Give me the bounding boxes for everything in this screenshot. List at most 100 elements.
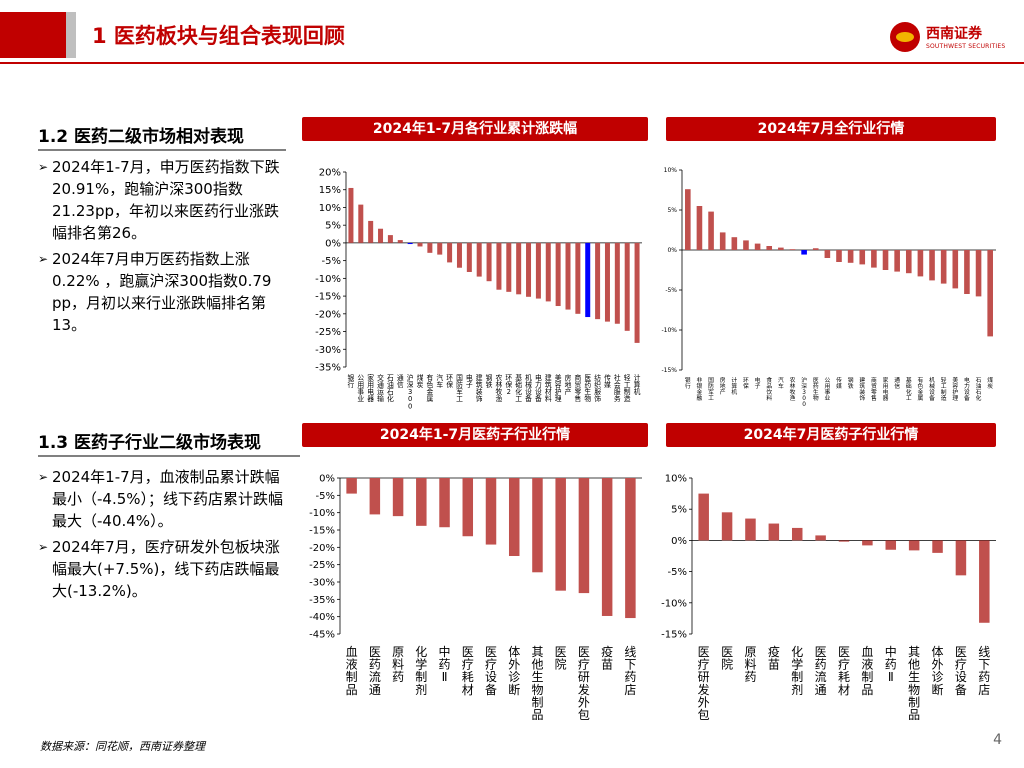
chart-july-industry: 10% 5% 0% -5% -10% -15% 银行非银金融国防军工房地产计算机环保电子食品… xyxy=(661,167,996,408)
header-accent-stripe xyxy=(66,12,76,58)
bar-ytd_sub-10 xyxy=(578,478,590,594)
x-category-label: 原料药 xyxy=(392,645,404,684)
y-tick-label: 0% xyxy=(319,474,335,485)
x-category-label: 家用电器 xyxy=(367,373,374,403)
bar-ytd_industry-28 xyxy=(624,242,630,331)
logo-emblem-icon xyxy=(890,22,920,52)
chart-title-july-industry: 2024年7月全行业行情 xyxy=(666,117,996,141)
chart-title-ytd-industry: 2024年1-7月各行业累计涨跌幅 xyxy=(302,117,648,141)
page-number: 4 xyxy=(993,732,1002,748)
bar-ytd_industry-2 xyxy=(368,220,374,243)
bar-ytd_industry-21 xyxy=(555,242,561,307)
header-divider xyxy=(0,62,1024,64)
x-category-label: 电力设备 xyxy=(535,373,542,403)
x-category-label: 体外诊断 xyxy=(508,645,520,697)
bar-jul_industry-13 xyxy=(836,250,842,262)
bar-jul_industry-6 xyxy=(754,243,761,250)
y-tick-label: 20% xyxy=(319,168,341,179)
x-category-label: 农林牧渔 xyxy=(496,373,503,403)
x-category-label: 沪深 3 0 0 xyxy=(801,376,807,408)
bar-ytd_industry-18 xyxy=(526,242,532,297)
x-category-label: 国防军工 xyxy=(708,377,714,402)
y-tick-label: 5% xyxy=(671,505,687,516)
x-category-label: 银行 xyxy=(348,373,355,389)
bar-jul_industry-0 xyxy=(685,189,691,250)
x-category-label: 建筑装饰 xyxy=(859,376,865,402)
bar-ytd_industry-23 xyxy=(575,242,581,314)
x-category-label: 国防军工 xyxy=(456,374,463,403)
y-tick-label: -20% xyxy=(315,309,341,320)
bar-jul_sub-10 xyxy=(932,540,943,553)
x-category-label: 汽车 xyxy=(436,373,443,389)
y-tick-label: 0% xyxy=(325,238,341,249)
bar-ytd_industry-6 xyxy=(407,242,413,245)
bullet-sub-july-summary: 2024年7月，医疗研发外包板块涨幅最大(+7.5%)，线下药店跌幅最大(-13… xyxy=(38,536,288,602)
x-category-label: 基础化工 xyxy=(906,376,912,402)
bullet-ytd-summary: 2024年1-7月，申万医药指数下跌20.91%，跑输沪深300指数21.23p… xyxy=(38,156,288,244)
bar-jul_industry-17 xyxy=(882,250,889,270)
bar-ytd_industry-9 xyxy=(437,242,443,255)
x-category-label: 轻工制造 xyxy=(624,373,631,403)
y-tick-label: -10% xyxy=(309,508,335,519)
x-category-label: 美容护理 xyxy=(952,376,958,402)
bar-jul_sub-8 xyxy=(885,540,897,550)
x-category-label: 疫苗 xyxy=(601,644,613,672)
x-category-label: 汽车 xyxy=(778,376,784,390)
y-tick-label: 10% xyxy=(664,167,678,174)
x-category-label: 轻工制造 xyxy=(941,376,947,402)
bar-jul_industry-16 xyxy=(871,250,877,268)
bar-ytd_sub-1 xyxy=(369,478,381,515)
x-category-label: 环保 2 xyxy=(505,374,512,396)
y-tick-label: -15% xyxy=(661,367,677,374)
section-underline xyxy=(38,455,300,457)
y-tick-label: 10% xyxy=(665,474,687,485)
x-category-label: 房地产 xyxy=(720,376,726,396)
x-category-label: 医疗研发外包 xyxy=(698,645,710,720)
chart-ytd-sub: 0% -5% -10% -15% -20% -25% -30% -35% -40% -45% 血液制… xyxy=(309,474,642,720)
x-category-label: 沪深 3 0 0 xyxy=(407,373,414,411)
x-category-label: 医疗设备 xyxy=(955,645,967,697)
bar-ytd_sub-3 xyxy=(416,478,427,526)
x-category-label: 其他生物制品 xyxy=(531,645,543,720)
y-tick-label: -5% xyxy=(668,567,687,578)
section2-bullets: 2024年1-7月，血液制品累计跌幅最小（-4.5%）；线下药店累计跌幅最大（-… xyxy=(38,466,288,606)
bar-ytd_industry-7 xyxy=(417,242,423,247)
x-category-label: 中药 Ⅱ xyxy=(439,644,451,684)
bar-jul_industry-22 xyxy=(940,250,947,284)
x-category-label: 医药流通 xyxy=(369,645,381,697)
x-category-label: 医疗研发外包 xyxy=(578,645,590,720)
bar-ytd_industry-19 xyxy=(535,242,541,299)
logo-name-cn: 西南证券 xyxy=(926,26,982,42)
y-tick-label: 0% xyxy=(671,536,687,547)
bar-jul_industry-11 xyxy=(812,248,819,250)
y-tick-label: 5% xyxy=(325,221,341,232)
x-category-label: 银行 xyxy=(685,376,691,390)
x-category-label: 传媒 xyxy=(836,376,842,390)
y-tick-label: -15% xyxy=(309,526,335,537)
chart-title-july-sub: 2024年7月医药子行业行情 xyxy=(666,423,996,447)
bar-ytd_sub-4 xyxy=(439,478,450,528)
y-tick-label: -15% xyxy=(315,292,341,303)
y-tick-label: -25% xyxy=(315,327,341,338)
x-category-label: 医药流通 xyxy=(815,645,827,697)
bar-ytd_industry-17 xyxy=(516,242,522,295)
x-category-label: 通信 xyxy=(894,376,900,390)
bar-ytd_industry-4 xyxy=(387,235,393,243)
y-tick-label: -5% xyxy=(665,287,677,294)
bar-ytd_sub-2 xyxy=(392,478,404,517)
logo-name-en: SOUTHWEST SECURITIES xyxy=(926,43,1006,50)
x-category-label: 医疗设备 xyxy=(485,645,497,697)
bar-ytd_industry-14 xyxy=(486,242,492,282)
bar-jul_industry-24 xyxy=(964,250,970,294)
bar-ytd_sub-9 xyxy=(555,478,566,591)
y-tick-label: -30% xyxy=(315,345,341,356)
y-tick-label: -40% xyxy=(309,612,335,623)
x-category-label: 通信 xyxy=(397,373,404,389)
x-category-label: 中药 Ⅱ xyxy=(885,644,897,684)
bar-jul_sub-3 xyxy=(768,523,780,541)
x-category-label: 环保 xyxy=(743,377,749,390)
x-category-label: 血液制品 xyxy=(861,645,873,697)
bar-jul_industry-26 xyxy=(987,250,993,337)
y-tick-label: -5% xyxy=(322,256,341,267)
y-tick-label: -25% xyxy=(309,560,335,571)
